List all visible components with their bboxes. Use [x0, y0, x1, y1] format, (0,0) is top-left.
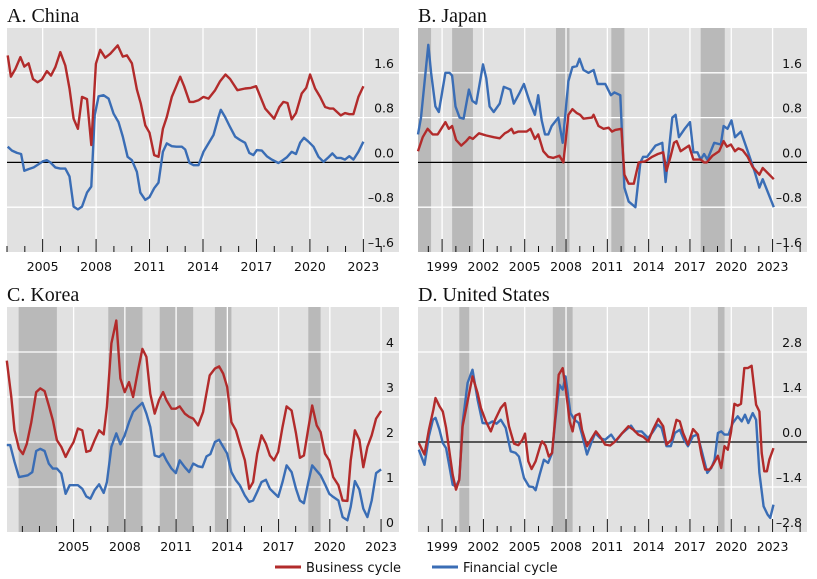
shaded-period: [452, 28, 473, 252]
x-tick-label: 2008: [550, 259, 582, 274]
x-tick-label: 2011: [591, 259, 623, 274]
y-tick-label: 1.6: [782, 56, 802, 71]
y-tick-label: 3: [386, 380, 394, 395]
x-tick-label: 2011: [134, 259, 166, 274]
series-line-business-cycle: [417, 364, 775, 491]
x-tick-label: 2014: [633, 259, 665, 274]
y-tick-label: 1.4: [782, 380, 802, 395]
panel-c-korea: C. Korea 2005 2008 2011 2014 2017 2020 2023 0 1 2 3…: [5, 284, 399, 554]
x-tick-label: 2023: [347, 259, 379, 274]
y-tick-label: 1: [386, 470, 394, 485]
x-tick-label: 2020: [715, 259, 747, 274]
y-tick-label: 0: [386, 515, 394, 530]
shaded-period: [214, 307, 232, 532]
y-tick-label: –1.4: [776, 470, 802, 485]
x-tick-label: 2011: [591, 539, 623, 554]
legend-label-financial-cycle: Financial cycle: [463, 561, 558, 576]
legend-label-business-cycle: Business cycle: [306, 561, 401, 576]
x-tick-label: 2020: [294, 259, 326, 274]
x-tick-label: 1999: [426, 259, 458, 274]
x-tick-label: 2023: [757, 539, 789, 554]
y-tick-label: 0.0: [782, 425, 802, 440]
shaded-period: [18, 307, 57, 532]
series-line-business-cycle: [5, 319, 383, 503]
panel-title: B. Japan: [418, 5, 487, 27]
x-tick-label: 2008: [550, 539, 582, 554]
series-line-financial-cycle: [416, 43, 775, 209]
panel-b-japan: B. Japan 1999 2002 2005 2008 2011 2014 2017 2020…: [416, 5, 807, 274]
shaded-period: [552, 307, 573, 532]
x-tick-label: 2008: [109, 539, 141, 554]
y-tick-label: 2.8: [782, 335, 802, 350]
x-tick-label: 2002: [468, 259, 500, 274]
x-tick-label: 2017: [263, 539, 295, 554]
series-line-business-cycle: [416, 108, 775, 185]
y-tick-label: –0.8: [776, 190, 802, 205]
panel-title: D. United States: [418, 284, 550, 306]
series-line-financial-cycle: [417, 368, 775, 520]
x-tick-label: 2023: [757, 259, 789, 274]
panel-a-china: A. China 2005 2008 2011 2014 2017 2020 2023 –1.6…: [6, 5, 399, 274]
x-tick-label: 2008: [80, 259, 112, 274]
y-tick-label: 0.8: [782, 101, 802, 116]
panel-d-united-states: D. United States 1999 2002 2005 2008 2011 2014…: [417, 284, 807, 554]
y-tick-label: –2.8: [776, 515, 802, 530]
shaded-period: [418, 28, 432, 252]
y-tick-label: 0.0: [782, 145, 802, 160]
series-line-business-cycle: [6, 44, 365, 158]
x-tick-label: 2020: [715, 539, 747, 554]
y-tick-label: 1.6: [374, 56, 394, 71]
panel-title: C. Korea: [7, 284, 79, 306]
x-tick-label: 2017: [241, 259, 273, 274]
y-tick-label: –1.6: [776, 235, 802, 250]
x-tick-label: 2011: [160, 539, 192, 554]
x-tick-label: 2020: [314, 539, 346, 554]
y-tick-label: 0.0: [374, 145, 394, 160]
x-tick-label: 2005: [58, 539, 90, 554]
legend: Business cycle Financial cycle: [275, 561, 558, 576]
shaded-period: [611, 28, 625, 252]
shaded-period: [717, 307, 725, 532]
x-tick-label: 2023: [365, 539, 397, 554]
x-tick-label: 2005: [509, 259, 541, 274]
series-line-financial-cycle: [6, 401, 382, 522]
x-tick-label: 2014: [187, 259, 219, 274]
plot-background: [7, 307, 399, 532]
x-tick-label: 2014: [633, 539, 665, 554]
x-tick-label: 1999: [426, 539, 458, 554]
panel-title: A. China: [7, 5, 79, 27]
y-tick-label: –1.6: [368, 235, 394, 250]
x-tick-label: 2005: [27, 259, 59, 274]
y-tick-label: –0.8: [368, 190, 394, 205]
x-tick-label: 2017: [674, 539, 706, 554]
x-tick-label: 2014: [211, 539, 243, 554]
y-tick-label: 0.8: [374, 101, 394, 116]
y-tick-label: 4: [386, 335, 394, 350]
x-tick-label: 2002: [468, 539, 500, 554]
y-tick-label: 2: [386, 425, 394, 440]
series-line-financial-cycle: [6, 94, 365, 211]
x-tick-label: 2017: [674, 259, 706, 274]
x-tick-label: 2005: [509, 539, 541, 554]
